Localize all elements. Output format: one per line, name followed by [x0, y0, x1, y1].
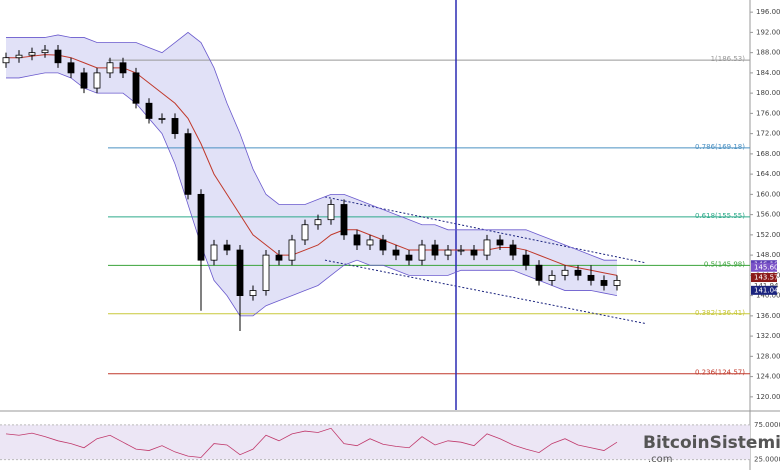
candle-body [145, 102, 153, 119]
candle-body [236, 249, 244, 297]
candle-body [574, 269, 582, 276]
candle-body [197, 193, 205, 261]
price-tag-label: 143.57 [754, 274, 779, 282]
rsi-tick-label: 25.0000 [754, 456, 780, 464]
indicator-line [6, 72, 618, 317]
candle-body [483, 239, 491, 256]
candle-body [54, 49, 62, 64]
candle-body [158, 118, 166, 120]
fib-label: 0.618(155.55) [695, 212, 745, 220]
candle-body [535, 264, 543, 281]
rsi-line [5, 427, 618, 458]
candle-body [379, 239, 387, 251]
price-tag [751, 285, 777, 295]
candle-body [249, 290, 257, 297]
price-tag [751, 273, 777, 283]
y-tick-label: 120.00 [756, 393, 780, 401]
y-tick-label: 196.00 [756, 8, 780, 16]
watermark: BitcoinSistemi [643, 433, 780, 453]
candle-body [119, 62, 127, 74]
y-tick-label: 140.00 [756, 292, 780, 300]
candle-body [366, 239, 374, 246]
y-tick-label: 128.00 [756, 352, 780, 360]
candle-body [132, 72, 140, 104]
candle-body [80, 72, 88, 89]
candle-body [301, 224, 309, 241]
candle-body [457, 249, 465, 252]
y-tick-label: 168.00 [756, 150, 780, 158]
candle-body [613, 280, 621, 286]
watermark-suffix: .com [648, 454, 673, 465]
y-tick-label: 152.00 [756, 231, 780, 239]
candle-body [171, 118, 179, 135]
candle-body [314, 219, 322, 226]
candle-body [327, 204, 335, 221]
candle-body [340, 204, 348, 236]
rsi-band [0, 424, 750, 460]
y-tick-label: 192.00 [756, 28, 780, 36]
candle-body [15, 54, 23, 59]
y-tick-label: 124.00 [756, 373, 780, 381]
candle-body [496, 239, 504, 246]
candle-body [41, 49, 49, 54]
candle-body [392, 249, 400, 256]
price-tag [751, 262, 777, 272]
candle-body [67, 62, 75, 74]
band-fill [6, 32, 617, 316]
y-tick-label: 188.00 [756, 49, 780, 57]
fib-label: 0.236(124.57) [695, 369, 745, 377]
candle-body [184, 133, 192, 195]
channel-line [324, 196, 646, 264]
y-tick-label: 176.00 [756, 109, 780, 117]
candle-body [418, 244, 426, 261]
price-tag-label: 141.94 [754, 282, 779, 290]
y-tick-label: 184.00 [756, 69, 780, 77]
y-tick-label: 164.00 [756, 170, 780, 178]
fib-label: 0.382(136.41) [695, 309, 745, 317]
y-tick-label: 136.00 [756, 312, 780, 320]
candle-body [561, 269, 569, 276]
watermark-brand: BitcoinSistemi [643, 433, 780, 453]
y-tick-label: 180.00 [756, 89, 780, 97]
candle-body [587, 274, 595, 281]
indicator-line [6, 31, 617, 261]
y-tick-label: 156.00 [756, 211, 780, 219]
candle-body [2, 57, 10, 64]
rsi-tick-label: 75.0000 [754, 421, 780, 429]
candle-body [548, 274, 556, 281]
candle-body [275, 254, 283, 261]
fib-label: 1(186.53) [711, 55, 746, 63]
candle-body [210, 244, 218, 261]
candle-body [444, 249, 452, 256]
candle-body [600, 280, 608, 286]
candle-body [431, 244, 439, 256]
price-tag-label: 141.04 [754, 286, 779, 294]
fib-label: 0.5(145.98) [704, 260, 745, 268]
candle-body [470, 249, 478, 256]
y-tick-label: 132.00 [756, 332, 780, 340]
candle-body [223, 244, 231, 251]
price-tag-label: 145.60 [754, 263, 779, 271]
candle-body [262, 254, 270, 291]
candle-body [288, 239, 296, 261]
candle-body [93, 72, 101, 89]
candle-body [106, 62, 114, 74]
candle-body [509, 244, 517, 256]
candle-body [522, 254, 530, 266]
y-tick-label: 160.00 [756, 190, 780, 198]
candle-body [405, 254, 413, 261]
candle-body [28, 52, 36, 56]
candle-body [353, 234, 361, 246]
fib-label: 0.786(169.18) [695, 143, 745, 151]
y-tick-label: 148.00 [756, 251, 780, 259]
y-tick-label: 172.00 [756, 130, 780, 138]
